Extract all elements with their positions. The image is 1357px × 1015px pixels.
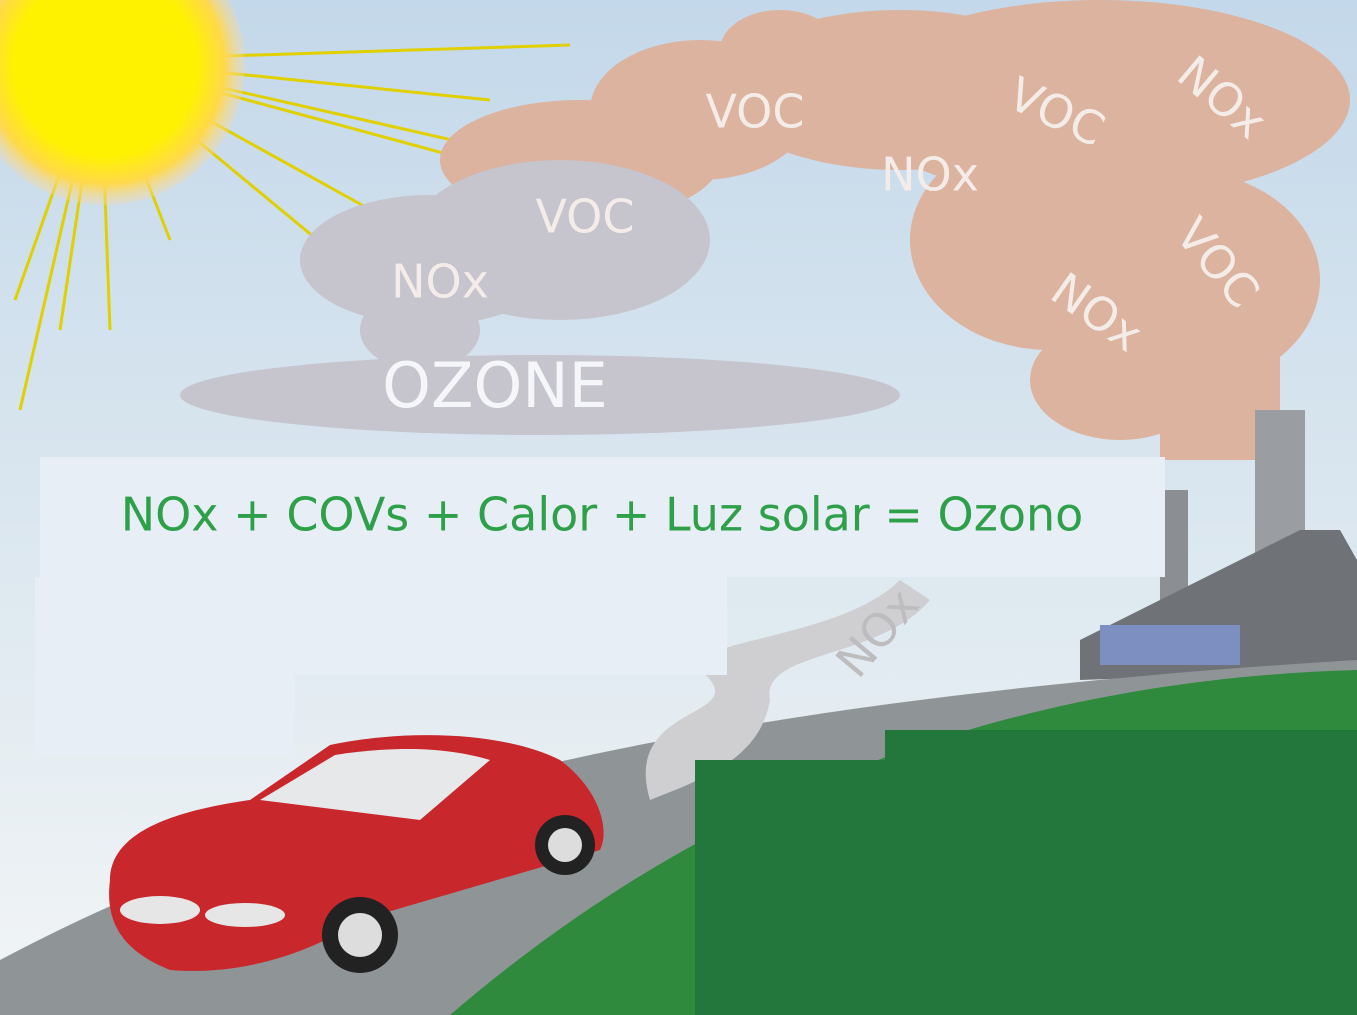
smog-clouds	[440, 0, 1350, 460]
sun	[0, 0, 691, 411]
caption-box	[35, 577, 727, 675]
cloud-label: VOC	[536, 190, 635, 244]
caption-box	[35, 660, 295, 755]
factory	[1080, 410, 1357, 680]
ozone-cloud	[180, 160, 900, 435]
car	[109, 735, 604, 973]
cloud-label: VOC	[706, 85, 805, 139]
caption-box	[40, 457, 1165, 577]
cloud-label: NOx	[391, 255, 489, 309]
equation: NOx + COVs + Calor + Luz solar = Ozono	[121, 488, 1084, 542]
ozone-label: OZONE	[382, 349, 608, 422]
patch	[885, 730, 1357, 855]
cloud-label: NOx	[881, 148, 979, 202]
exhaust	[645, 580, 930, 800]
